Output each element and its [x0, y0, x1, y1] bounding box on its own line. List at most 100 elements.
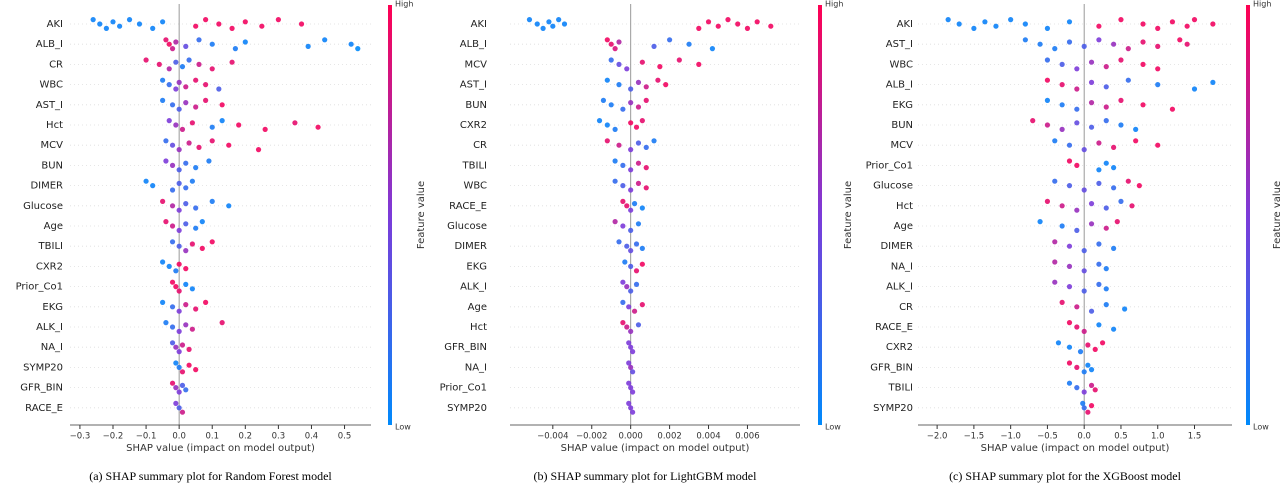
feature-label: Age: [468, 302, 487, 313]
shap-dot: [1052, 259, 1058, 265]
shap-dot: [160, 97, 166, 103]
shap-dot: [616, 39, 622, 45]
shap-dot: [626, 380, 632, 386]
feature-label: ALK_I: [36, 322, 63, 333]
shap-dot: [643, 185, 649, 191]
shap-dot: [1103, 118, 1109, 124]
feature-label: ALB_I: [886, 80, 913, 91]
shap-dot: [176, 405, 182, 411]
shap-dot: [209, 138, 215, 144]
shap-dot: [1022, 21, 1028, 27]
feature-label: WBC: [889, 59, 913, 70]
shap-dot: [1081, 187, 1087, 193]
shap-dot: [1088, 100, 1095, 106]
shap-dot: [1081, 405, 1087, 411]
feature-label: Prior_Co1: [16, 282, 63, 293]
shap-dot: [163, 158, 169, 164]
shap-dot: [657, 64, 663, 70]
shap-dot: [635, 160, 642, 166]
shap-dot: [216, 21, 222, 27]
shap-dot: [193, 23, 199, 29]
shap-dot: [232, 46, 238, 52]
shap-dot: [1191, 86, 1198, 92]
feature-label: CR: [49, 59, 63, 70]
feature-label: CXR2: [36, 261, 63, 272]
feature-label: Hct: [896, 201, 913, 212]
shap-dot: [136, 21, 143, 27]
shap-dot: [626, 340, 632, 346]
shap-dot: [176, 308, 182, 314]
x-tick-label: 0.0: [172, 432, 186, 442]
feature-label: AKI: [47, 19, 63, 30]
shap-dot: [229, 59, 235, 65]
shap-dot: [143, 57, 149, 63]
colorbar-high: High: [395, 0, 413, 9]
shap-dot: [1081, 288, 1087, 294]
shap-dot: [630, 369, 636, 375]
shap-dot: [1092, 346, 1098, 352]
shap-dot: [1052, 138, 1058, 144]
shap-dot: [1044, 77, 1051, 83]
shap-dot: [209, 239, 215, 245]
feature-label: AST_I: [886, 39, 913, 50]
shap-dot: [355, 46, 361, 52]
shap-dot: [1155, 25, 1161, 31]
shap-dot: [163, 219, 169, 225]
shap-dot: [196, 61, 202, 67]
x-tick-label: 0.0: [1077, 432, 1091, 442]
shap-dot: [1155, 66, 1161, 72]
shap-dot: [1044, 198, 1051, 204]
x-tick-label: −0.004: [537, 432, 568, 442]
shap-dot: [628, 405, 634, 411]
shap-dot: [1122, 306, 1128, 312]
shap-dot: [709, 46, 716, 52]
shap-dot: [126, 17, 133, 23]
shap-dot: [628, 344, 634, 350]
shap-dot: [971, 25, 977, 31]
shap-dot: [1133, 126, 1139, 132]
shap-dot: [596, 118, 603, 124]
shap-dot: [193, 104, 199, 110]
shap-dot: [1088, 79, 1095, 85]
shap-dot: [633, 268, 640, 274]
shap-dot: [628, 100, 634, 106]
shap-dot: [1088, 403, 1095, 409]
shap-dot: [193, 205, 199, 211]
shap-dot: [242, 19, 248, 25]
shap-dot: [219, 102, 225, 108]
shap-dot: [156, 61, 162, 67]
x-tick-label: −1.5: [964, 432, 985, 442]
shap-dot: [686, 41, 692, 47]
shap-dot: [206, 158, 212, 164]
shap-dot: [1133, 138, 1139, 144]
shap-dot: [635, 221, 642, 227]
x-axis-label: SHAP value (impact on model output): [561, 443, 750, 454]
shap-dot: [624, 203, 630, 209]
shap-dot: [1103, 286, 1109, 292]
feature-label: CXR2: [460, 120, 487, 131]
shap-dot: [173, 59, 179, 65]
colorbar-low: Low: [1253, 423, 1269, 432]
shap-dot: [1096, 23, 1102, 29]
shap-dot: [612, 178, 618, 184]
shap-dot: [651, 43, 657, 50]
x-tick-label: 0.5: [338, 432, 352, 442]
shap-dot: [1059, 102, 1065, 108]
colorbar: [1246, 5, 1250, 425]
shap-dot: [169, 239, 176, 245]
shap-dot: [639, 205, 645, 211]
shap-dot: [173, 385, 179, 391]
shap-dot: [117, 23, 123, 29]
shap-dot: [209, 66, 215, 72]
shap-dot: [1059, 299, 1065, 305]
feature-label: RACE_E: [25, 403, 63, 414]
shap-dot: [1096, 37, 1102, 43]
shap-dot: [183, 201, 189, 207]
shap-dot: [655, 77, 661, 83]
shap-dot: [628, 207, 634, 213]
shap-dot: [1111, 144, 1117, 150]
shap-dot: [744, 25, 751, 31]
shap-dot: [1136, 183, 1142, 189]
shap-dot: [1125, 46, 1131, 52]
shap-dot: [229, 25, 235, 31]
